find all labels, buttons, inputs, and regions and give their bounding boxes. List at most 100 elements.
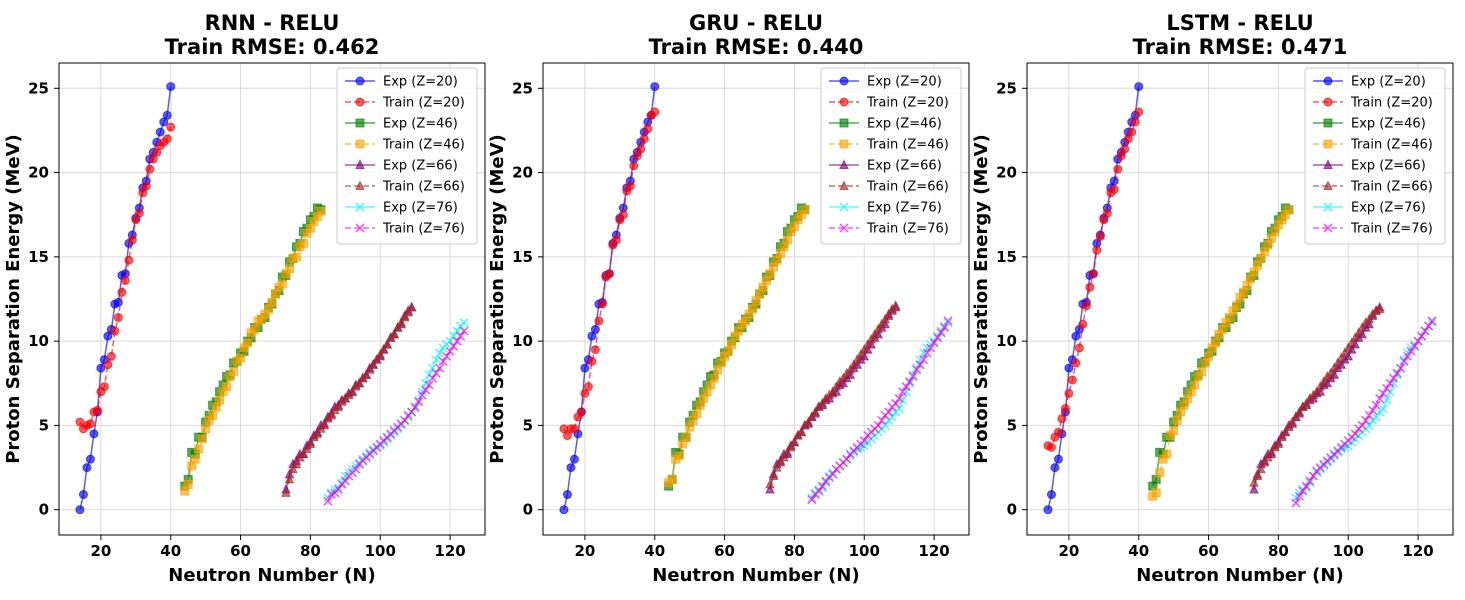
- data-point: [85, 419, 95, 429]
- x-tick-label: 20: [574, 542, 595, 560]
- legend-label: Exp (Z=66): [383, 159, 458, 174]
- chart-title: RNN - RELU: [205, 11, 340, 35]
- data-point: [908, 372, 918, 382]
- data-point: [1067, 375, 1077, 385]
- y-axis-label: Proton Separation Energy (MeV): [971, 134, 992, 464]
- data-point: [919, 355, 929, 365]
- data-point: [190, 454, 200, 464]
- legend-marker: [1323, 118, 1333, 128]
- x-tick-label: 40: [160, 542, 181, 560]
- data-point: [364, 364, 375, 374]
- data-point: [1298, 486, 1308, 496]
- y-tick-label: 20: [28, 164, 49, 182]
- data-point: [727, 340, 737, 350]
- data-point: [1252, 470, 1263, 480]
- data-point: [442, 351, 452, 361]
- data-point: [590, 345, 600, 355]
- data-point: [926, 343, 936, 353]
- x-tick-label: 20: [90, 542, 111, 560]
- data-point: [288, 463, 298, 474]
- data-point: [905, 377, 915, 387]
- data-point: [1406, 346, 1416, 356]
- data-point: [124, 255, 134, 265]
- x-axis-label: Neutron Number (N): [1136, 565, 1343, 586]
- chart-subtitle: Train RMSE: 0.440: [649, 35, 864, 59]
- data-point: [1088, 269, 1098, 279]
- data-point: [828, 386, 838, 396]
- x-tick-label: 120: [1402, 542, 1433, 560]
- chart-subtitle: Train RMSE: 0.471: [1133, 35, 1348, 59]
- data-point: [894, 404, 904, 414]
- y-tick-label: 5: [1007, 416, 1017, 434]
- data-point: [208, 410, 218, 420]
- data-point: [134, 208, 144, 218]
- legend-marker: [839, 223, 849, 233]
- data-point: [1332, 357, 1343, 368]
- data-point: [1410, 341, 1420, 351]
- data-point: [459, 326, 469, 336]
- data-point: [333, 484, 343, 494]
- data-point: [89, 429, 99, 439]
- legend-label: Train (Z=66): [382, 180, 465, 195]
- data-point: [765, 483, 775, 494]
- data-point: [1308, 471, 1318, 481]
- data-point: [636, 144, 646, 154]
- data-point: [748, 304, 758, 314]
- data-point: [456, 331, 466, 341]
- y-tick-label: 5: [523, 416, 533, 434]
- data-point: [1353, 327, 1364, 337]
- data-point: [267, 297, 277, 307]
- data-point: [912, 365, 922, 375]
- x-tick-label: 20: [1058, 542, 1079, 560]
- data-point: [145, 164, 155, 174]
- data-point: [587, 356, 597, 366]
- data-point: [936, 328, 946, 338]
- legend-label: Exp (Z=76): [383, 201, 458, 216]
- data-point: [576, 407, 586, 417]
- legend-label: Train (Z=46): [382, 138, 465, 153]
- data-point: [407, 407, 417, 417]
- data-point: [807, 495, 817, 505]
- data-point: [604, 269, 614, 279]
- data-point: [894, 393, 904, 403]
- data-point: [779, 451, 789, 462]
- data-point: [1378, 388, 1388, 398]
- series: [664, 205, 810, 488]
- legend-box: [336, 67, 478, 245]
- data-point: [284, 473, 295, 484]
- legend-marker: [839, 159, 849, 169]
- data-point: [183, 479, 193, 489]
- data-point: [1043, 505, 1053, 515]
- data-point: [1273, 438, 1284, 448]
- data-point: [922, 348, 932, 358]
- data-point: [1284, 421, 1294, 432]
- legend-marker: [839, 202, 849, 212]
- data-point: [765, 478, 775, 489]
- data-point: [775, 456, 786, 467]
- data-point: [99, 382, 109, 392]
- data-point: [333, 401, 344, 411]
- data-point: [312, 428, 323, 438]
- data-point: [229, 366, 239, 376]
- plot-area: [1043, 82, 1437, 515]
- legend-marker: [1323, 139, 1333, 149]
- data-point: [1155, 468, 1165, 478]
- data-point: [597, 299, 607, 309]
- data-point: [876, 318, 887, 329]
- data-point: [1346, 337, 1357, 347]
- legend-label: Train (Z=20): [1350, 96, 1433, 111]
- data-point: [768, 470, 779, 480]
- data-point: [855, 349, 866, 359]
- data-point: [1294, 491, 1304, 501]
- data-point: [1368, 405, 1378, 415]
- data-point: [869, 328, 880, 339]
- data-point: [347, 386, 358, 396]
- data-point: [1046, 490, 1056, 500]
- data-point: [92, 405, 102, 415]
- x-tick-label: 60: [714, 542, 735, 560]
- data-point: [1256, 463, 1266, 474]
- legend-marker: [355, 76, 365, 86]
- data-point: [399, 311, 410, 322]
